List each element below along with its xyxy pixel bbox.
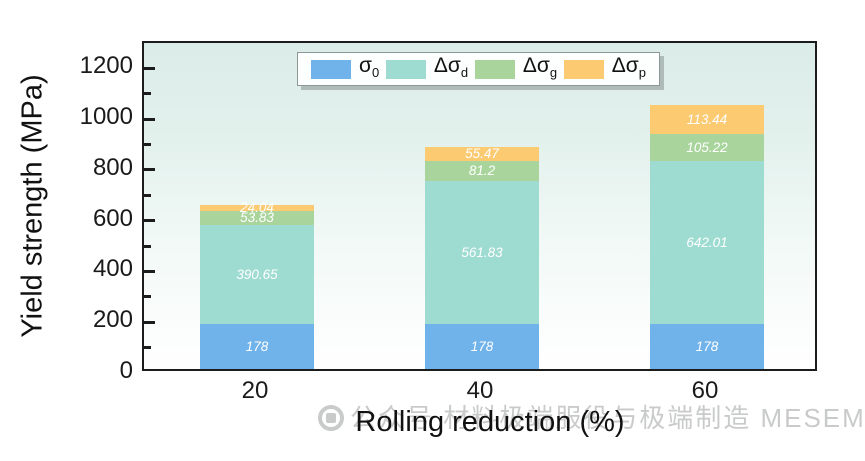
legend-swatch-delta_sigma_g <box>474 59 515 79</box>
y-tick-label: 1200 <box>79 52 133 80</box>
legend-item-delta_sigma_g: Δσg <box>474 53 558 83</box>
plot-area: 178 390.65 53.83 24.04 178 561.83 81.2 55.47 178… <box>142 41 817 371</box>
y-major-tick <box>144 168 155 172</box>
legend-item-delta_sigma_d: Δσd <box>385 53 469 83</box>
x-tick-label: 20 <box>241 377 269 404</box>
bar-value-label: 24.04 <box>240 200 274 216</box>
y-tick-label: 400 <box>92 255 133 283</box>
y-tick-label: 0 <box>119 357 133 384</box>
bar-segment-delta_sigma_p: 55.47 <box>425 146 539 162</box>
bar-segment-delta_sigma_p: 113.44 <box>650 105 764 135</box>
bar-value-label: 55.47 <box>465 146 499 162</box>
bar-segment-sigma_0: 178 <box>650 323 764 369</box>
bar-group-20: 178 390.65 53.83 24.04 <box>200 201 314 369</box>
bar-value-label: 53.83 <box>240 210 274 226</box>
y-tick-label: 1000 <box>79 103 133 131</box>
bar-value-label: 178 <box>470 338 494 354</box>
y-major-tick <box>144 320 155 324</box>
y-major-tick <box>144 117 155 121</box>
y-axis-title: Yield strength (MPa) <box>16 74 49 338</box>
watermark: 公众号 材料极端服役与极端制造 MESEM <box>318 403 865 433</box>
y-tick-label: 800 <box>92 153 133 181</box>
bar-segment-delta_sigma_g: 105.22 <box>650 134 764 161</box>
legend: σ0 Δσd Δσg Δσp <box>297 52 660 86</box>
bar-group-60: 178 642.01 105.22 113.44 <box>650 105 764 369</box>
bar-value-label: 178 <box>245 338 269 354</box>
legend-label-delta_sigma_g: Δσg <box>522 53 558 81</box>
bar-segment-delta_sigma_d: 561.83 <box>425 181 539 324</box>
bar-segment-delta_sigma_p: 24.04 <box>200 201 314 215</box>
bar-value-label: 105.22 <box>686 139 728 155</box>
bar-segment-sigma_0: 178 <box>425 323 539 369</box>
bar-group-40: 178 561.83 81.2 55.47 <box>425 146 539 369</box>
bar-value-label: 561.83 <box>461 245 503 261</box>
bar-segment-sigma_0: 178 <box>200 323 314 369</box>
watermark-text: 公众号 材料极端服役与极端制造 MESEM <box>350 403 865 433</box>
x-axis-title: Rolling reduction (%) <box>355 406 625 438</box>
bar-value-label: 113.44 <box>686 112 728 128</box>
legend-label-delta_sigma_p: Δσp <box>611 53 646 81</box>
legend-swatch-sigma_0 <box>311 59 351 79</box>
y-major-tick <box>144 219 155 223</box>
legend-item-sigma_0: σ0 <box>311 55 379 83</box>
y-minor-tick <box>144 244 151 248</box>
bar-segment-delta_sigma_g: 81.2 <box>425 160 539 182</box>
legend-swatch-delta_sigma_d <box>385 59 426 79</box>
y-major-tick <box>144 66 155 70</box>
bar-segment-delta_sigma_d: 390.65 <box>200 224 314 324</box>
bar-value-label: 81.2 <box>468 163 496 179</box>
bar-value-label: 390.65 <box>236 266 278 282</box>
x-tick-label: 60 <box>691 377 719 404</box>
bar-segment-delta_sigma_d: 642.01 <box>650 160 764 324</box>
y-minor-tick <box>144 92 151 96</box>
legend-label-delta_sigma_d: Δσd <box>433 53 469 81</box>
legend-label-sigma_0: σ0 <box>359 53 380 81</box>
y-major-tick <box>144 269 155 273</box>
bar-value-label: 642.01 <box>686 234 728 250</box>
x-tick-label: 40 <box>466 377 494 404</box>
y-tick-label: 200 <box>92 306 133 334</box>
legend-swatch-delta_sigma_p <box>563 59 604 79</box>
y-minor-tick <box>144 193 151 197</box>
legend-item-delta_sigma_p: Δσp <box>563 53 646 83</box>
bar-value-label: 178 <box>695 338 719 354</box>
y-minor-tick <box>144 295 151 299</box>
watermark-logo-icon <box>318 405 344 431</box>
bar-segment-delta_sigma_g: 53.83 <box>200 211 314 225</box>
y-minor-tick <box>144 143 151 147</box>
y-tick-label: 600 <box>92 204 133 232</box>
y-minor-tick <box>144 346 151 350</box>
